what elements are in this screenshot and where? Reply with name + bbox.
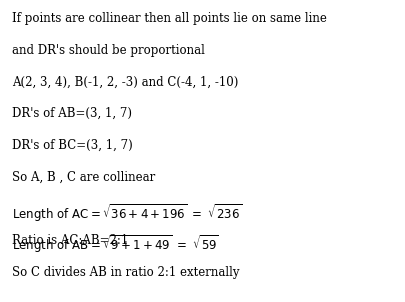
Text: So A, B , C are collinear: So A, B , C are collinear [12, 171, 156, 184]
Text: and DR's should be proportional: and DR's should be proportional [12, 44, 205, 57]
Text: If points are collinear then all points lie on same line: If points are collinear then all points … [12, 12, 327, 25]
Text: $\mathregular{Length\ of\ AC=}$$\sqrt{\mathregular{36+4+196}}$$\mathregular{\ =\: $\mathregular{Length\ of\ AC=}$$\sqrt{\m… [12, 202, 242, 224]
Text: DR's of BC=(3, 1, 7): DR's of BC=(3, 1, 7) [12, 139, 133, 152]
Text: So C divides AB in ratio 2:1 externally: So C divides AB in ratio 2:1 externally [12, 266, 240, 279]
Text: Ratio is AC:AB=2:1: Ratio is AC:AB=2:1 [12, 234, 128, 247]
Text: A(2, 3, 4), B(-1, 2, -3) and C(-4, 1, -10): A(2, 3, 4), B(-1, 2, -3) and C(-4, 1, -1… [12, 76, 239, 88]
Text: DR's of AB=(3, 1, 7): DR's of AB=(3, 1, 7) [12, 107, 132, 120]
Text: $\mathregular{Length\ of\ AB=}$$\sqrt{\mathregular{9+1+49}}$$\mathregular{\ =\ }: $\mathregular{Length\ of\ AB=}$$\sqrt{\m… [12, 233, 219, 255]
